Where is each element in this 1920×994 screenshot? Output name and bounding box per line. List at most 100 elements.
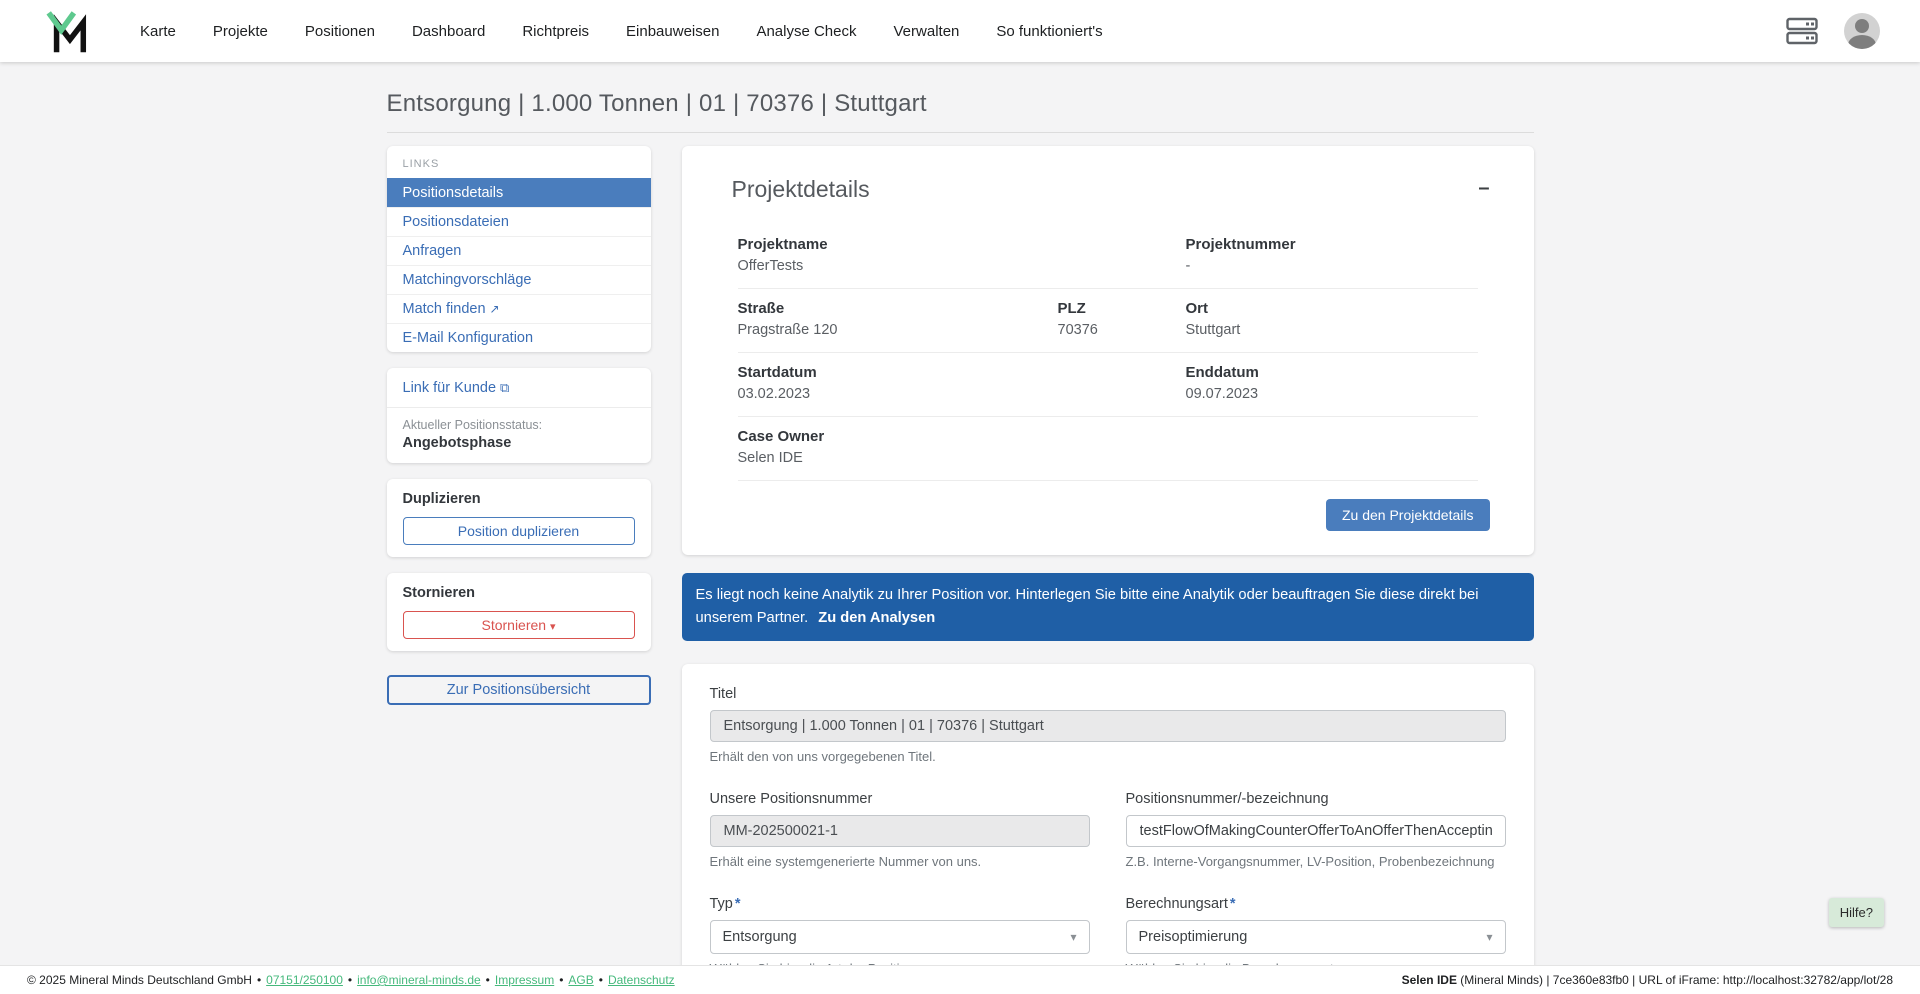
field-value: Pragstraße 120 [737,322,838,338]
berechnungsart-label: Berechnungsart * [1126,896,1506,912]
positionsnummer-label: Positionsnummer/-bezeichnung [1125,791,1329,807]
nav-item-einbauweisen[interactable]: Einbauweisen [626,22,720,40]
sidebar-item-email-konfiguration[interactable]: E-Mail Konfiguration [386,323,651,352]
field-label: Projektnummer [1185,236,1296,253]
analytics-info-banner: Es liegt noch keine Analytik zu Ihrer Po… [681,573,1534,641]
cancel-dropdown-button[interactable]: Stornieren ▾ [402,611,635,639]
positionsnummer-helper: Z.B. Interne-Vorgangsnummer, LV-Position… [1125,854,1495,869]
footer-copyright: © 2025 Mineral Minds Deutschland GmbH [27,973,252,987]
sidebar-item-match-finden[interactable]: Match finden ↗ [386,294,651,323]
nav-item-projekte[interactable]: Projekte [212,22,268,40]
project-details-title: Projektdetails [731,176,870,202]
cancel-card: Stornieren Stornieren ▾ [386,573,651,651]
footer-left: © 2025 Mineral Minds Deutschland GmbH • … [27,973,675,987]
positionsnummer-field: Positionsnummer/-bezeichnung Z.B. Intern… [1125,791,1506,869]
nav-item-so-funktionierts[interactable]: So funktioniert's [996,22,1103,40]
position-overview-button[interactable]: Zur Positionsübersicht [386,675,651,705]
go-to-project-details-button[interactable]: Zu den Projektdetails [1325,499,1490,531]
customer-link-card: Link für Kunde ⧉ Aktueller Positionsstatu… [386,368,651,463]
footer-session-details: (Mineral Minds) | 7ce360e83fb0 | URL of … [1456,973,1893,987]
caret-down-icon: ▾ [1070,930,1077,944]
field-value: Stuttgart [1185,322,1241,338]
sidebar-item-anfragen[interactable]: Anfragen [386,236,651,265]
project-details-card: Projektdetails – Projektname OfferTests … [681,146,1534,555]
page-container: Entsorgung | 1.000 Tonnen | 01 | 70376 |… [386,90,1534,994]
server-stack-icon[interactable] [1786,16,1818,46]
sidebar-item-positionsdetails[interactable]: Positionsdetails [386,178,651,207]
user-avatar-icon[interactable] [1844,13,1880,49]
field-strasse: Straße Pragstraße 120 [738,298,1058,341]
external-link-icon: ↗ [489,302,500,316]
collapse-card-button[interactable]: – [1478,177,1490,199]
position-status-label: Aktueller Positionsstatus: [402,418,543,432]
avatar-head-shape [1855,19,1869,33]
avatar-body-shape [1848,35,1876,49]
customer-link[interactable]: Link für Kunde ⧉ [403,380,635,396]
caret-down-icon: ▾ [549,621,556,633]
sidebar-links-card: LINKS Positionsdetails Positionsdateien … [386,146,651,352]
links-header: LINKS [402,158,440,170]
required-asterisk: * [1229,896,1236,912]
footer-session-info: Selen IDE (Mineral Minds) | 7ce360e83fb0… [1402,973,1893,987]
main-content: Projektdetails – Projektname OfferTests … [681,146,1534,994]
nav-item-positionen[interactable]: Positionen [304,22,375,40]
positionsnummer-input[interactable] [1125,815,1506,847]
cancel-title: Stornieren [402,585,476,601]
field-value: 03.02.2023 [737,386,811,402]
sidebar-item-matchingvorschlaege[interactable]: Matchingvorschläge [386,265,651,294]
go-to-analyses-link[interactable]: Zu den Analysen [818,610,936,626]
field-label: Enddatum [1185,364,1259,381]
berechnungsart-select[interactable]: Preisoptimierung ▾ [1125,920,1506,954]
field-label: Startdatum [737,364,817,381]
field-startdatum: Startdatum 03.02.2023 [738,362,1058,405]
typ-field: Typ* Entsorgung ▾ Wählen Sie hier die Ar… [709,896,1090,976]
sidebar: LINKS Positionsdetails Positionsdateien … [386,146,651,705]
position-form-card: Titel Erhält den von uns vorgegebenen Ti… [681,664,1534,994]
divider [386,132,1534,133]
nav-item-verwalten[interactable]: Verwalten [893,22,960,40]
titel-helper: Erhält den von uns vorgegebenen Titel. [709,749,936,764]
typ-selected-value: Entsorgung [722,929,797,945]
sidebar-item-positionsdateien[interactable]: Positionsdateien [386,207,651,236]
field-value: 70376 [1057,322,1098,338]
project-row: Case Owner Selen IDE [737,417,1478,481]
mineral-minds-logo-icon[interactable] [44,8,88,54]
duplicate-position-button[interactable]: Position duplizieren [402,517,635,545]
caret-down-icon: ▾ [1486,930,1493,944]
field-label: Projektname [737,236,828,253]
bullet-separator: • [256,973,262,987]
help-button[interactable]: Hilfe? [1828,898,1884,927]
cancel-button-label: Stornieren [481,617,547,633]
field-case-owner: Case Owner Selen IDE [738,426,1058,469]
field-value: 09.07.2023 [1185,386,1259,402]
typ-select[interactable]: Entsorgung ▾ [709,920,1090,954]
footer-agb-link[interactable]: AGB [568,973,594,987]
project-fields-grid: Projektname OfferTests Projektnummer - S… [737,225,1478,481]
field-value: - [1185,258,1191,274]
berechnungsart-field: Berechnungsart* Preisoptimierung ▾ Wähle… [1125,896,1506,976]
field-value: Selen IDE [737,450,803,466]
berechnungsart-label-text: Berechnungsart [1125,896,1228,912]
field-enddatum: Enddatum 09.07.2023 [1186,362,1478,405]
divider [386,407,651,408]
bullet-separator: • [559,973,564,987]
footer-impressum-link[interactable]: Impressum [494,973,555,987]
sidebar-item-label: Match finden [402,301,486,317]
footer-phone-link[interactable]: 07151/250100 [266,973,343,987]
nav-item-karte[interactable]: Karte [140,22,176,40]
unsere-positionsnummer-label: Unsere Positionsnummer [709,791,873,807]
bullet-separator: • [485,973,490,987]
typ-label-text: Typ [709,896,733,912]
bullet-separator: • [347,973,353,987]
nav-item-richtpreis[interactable]: Richtpreis [522,22,590,40]
footer-datenschutz-link[interactable]: Datenschutz [607,973,675,987]
nav-item-analyse-check[interactable]: Analyse Check [756,22,857,40]
field-label: Case Owner [737,428,825,445]
field-projektname: Projektname OfferTests [738,234,1058,277]
page-title: Entsorgung | 1.000 Tonnen | 01 | 70376 |… [386,90,927,117]
nav-item-dashboard[interactable]: Dashboard [411,22,486,40]
typ-label: Typ * [710,896,1090,912]
footer-email-link[interactable]: info@mineral-minds.de [357,973,481,987]
field-ort: Ort Stuttgart [1186,298,1478,341]
field-label: PLZ [1057,300,1086,317]
